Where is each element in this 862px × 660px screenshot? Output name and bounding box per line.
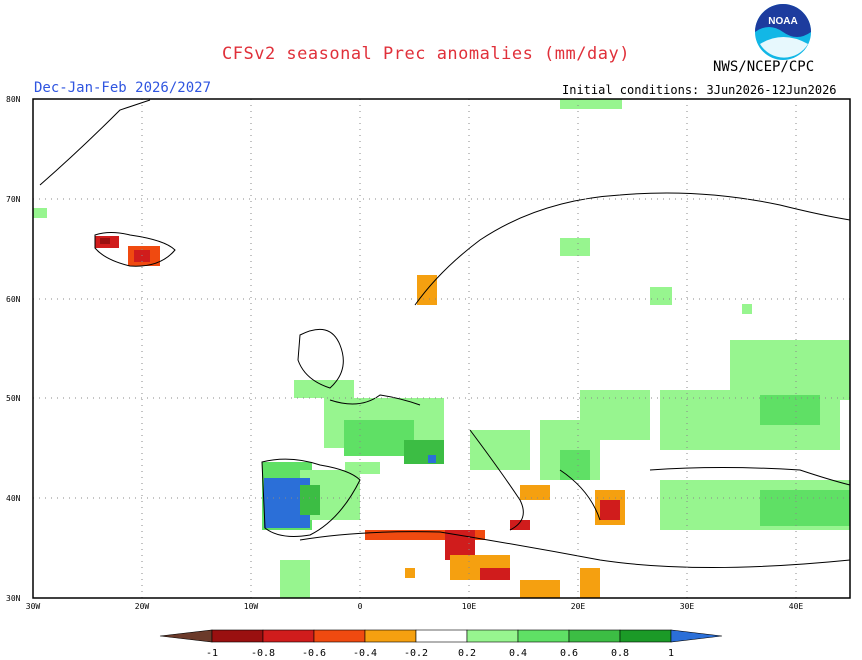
colorbar-pos-08 xyxy=(619,629,672,643)
lat-label-70n: 70N xyxy=(6,195,21,204)
colorbar-neg-1 xyxy=(211,629,264,643)
lat-label-40n: 40N xyxy=(6,494,21,503)
colorbar-label: 0.6 xyxy=(560,648,578,659)
lon-label-10w: 10W xyxy=(244,602,259,611)
colorbar-label: 1 xyxy=(668,648,674,659)
noaa-logo: NOAA xyxy=(752,2,814,62)
lat-label-30n: 30N xyxy=(6,594,21,603)
colorbar-below-min xyxy=(159,629,213,643)
colorbar-label: -0.4 xyxy=(353,648,377,659)
noaa-logo-text: NOAA xyxy=(768,16,797,27)
colorbar-label: -0.6 xyxy=(302,648,326,659)
colorbar-above-max xyxy=(670,629,723,643)
colorbar-label: 0.8 xyxy=(611,648,629,659)
lat-lon-grid xyxy=(33,99,850,598)
colorbar-neg-08 xyxy=(262,629,315,643)
lon-label-0: 0 xyxy=(358,602,363,611)
colorbar-neutral xyxy=(415,629,468,643)
anomaly-shading xyxy=(33,99,850,598)
colorbar-label: -0.8 xyxy=(251,648,275,659)
colorbar-label: -0.2 xyxy=(404,648,428,659)
colorbar xyxy=(159,629,723,643)
colorbar-label: -1 xyxy=(206,648,218,659)
colorbar-neg-06 xyxy=(313,629,366,643)
colorbar-pos-06 xyxy=(568,629,621,643)
colorbar-label: 0.2 xyxy=(458,648,476,659)
coastlines xyxy=(39,99,851,568)
agency-label: NWS/NCEP/CPC xyxy=(713,59,815,75)
season-label: Dec-Jan-Feb 2026/2027 xyxy=(34,80,212,96)
map-title: CFSv2 seasonal Prec anomalies (mm/day) xyxy=(222,44,630,64)
lat-label-80n: 80N xyxy=(6,95,21,104)
initial-conditions-label: Initial conditions: 3Jun2026-12Jun2026 xyxy=(562,83,837,97)
colorbar-pos-02 xyxy=(466,629,519,643)
lat-label-50n: 50N xyxy=(6,394,21,403)
colorbar-pos-04 xyxy=(517,629,570,643)
lon-label-30e: 30E xyxy=(680,602,695,611)
colorbar-neg-04 xyxy=(364,629,417,643)
lon-label-30w: 30W xyxy=(26,602,41,611)
colorbar-label: 0.4 xyxy=(509,648,527,659)
lat-label-60n: 60N xyxy=(6,295,21,304)
lon-label-20e: 20E xyxy=(571,602,586,611)
map-frame xyxy=(32,98,851,599)
lon-label-20w: 20W xyxy=(135,602,150,611)
lon-label-40e: 40E xyxy=(789,602,804,611)
lon-label-10e: 10E xyxy=(462,602,477,611)
